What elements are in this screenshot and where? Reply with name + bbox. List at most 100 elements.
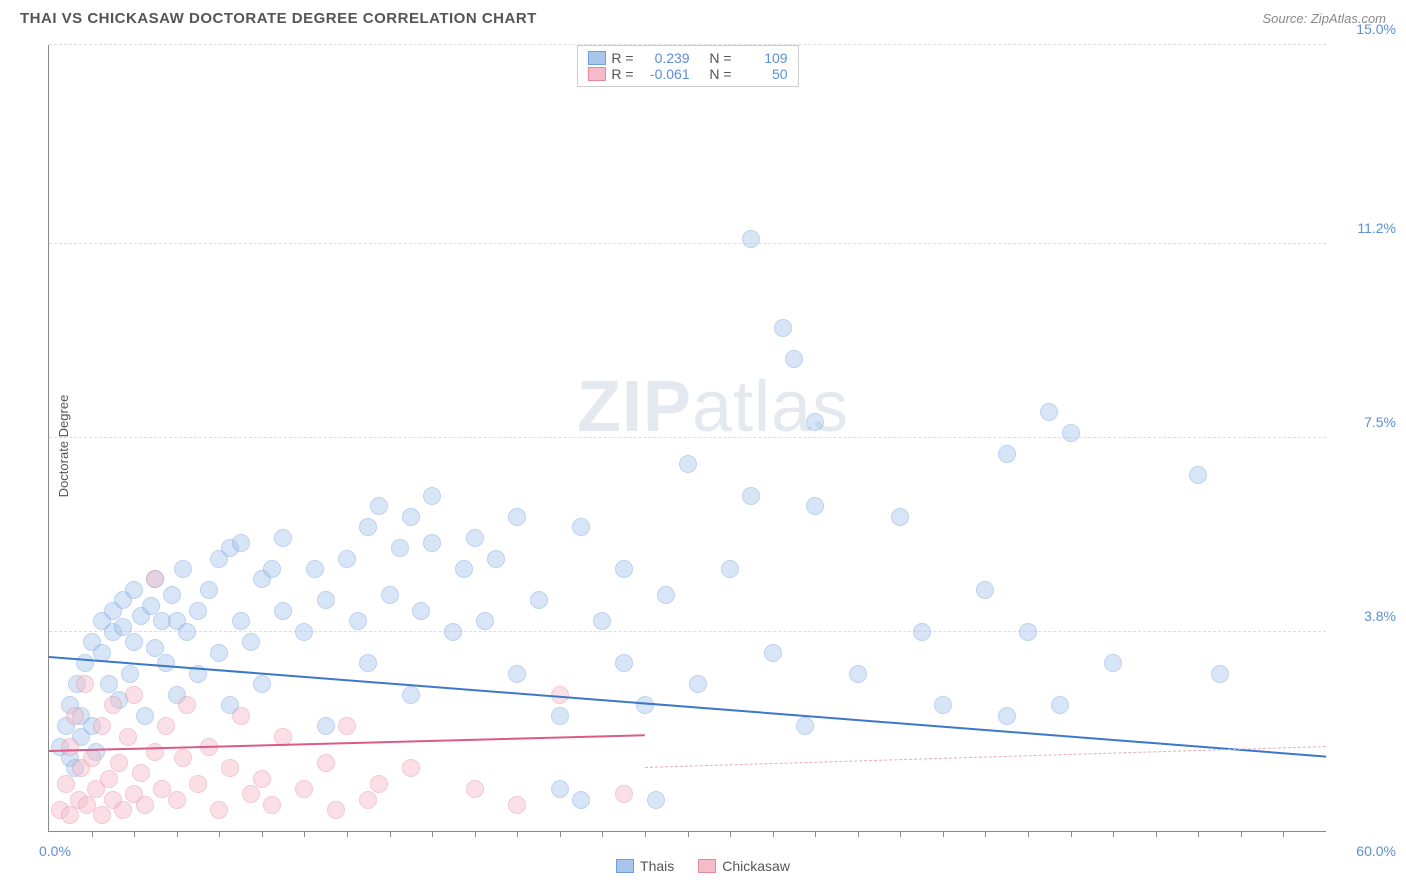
scatter-point xyxy=(253,675,271,693)
scatter-point xyxy=(189,602,207,620)
gridline-h xyxy=(49,243,1326,244)
x-tick xyxy=(560,831,561,837)
watermark: ZIPatlas xyxy=(577,366,849,448)
scatter-point xyxy=(466,780,484,798)
scatter-point xyxy=(338,550,356,568)
scatter-point xyxy=(163,586,181,604)
scatter-point xyxy=(125,633,143,651)
legend-row-chickasaw: R = -0.061 N = 50 xyxy=(587,66,787,82)
scatter-point xyxy=(232,534,250,552)
scatter-point xyxy=(679,455,697,473)
scatter-point xyxy=(221,759,239,777)
scatter-point xyxy=(142,597,160,615)
x-tick xyxy=(475,831,476,837)
legend-correlation-box: R = 0.239 N = 109 R = -0.061 N = 50 xyxy=(576,45,798,87)
gridline-h xyxy=(49,437,1326,438)
scatter-point xyxy=(370,775,388,793)
scatter-point xyxy=(1040,403,1058,421)
scatter-point xyxy=(178,696,196,714)
scatter-point xyxy=(615,654,633,672)
scatter-point xyxy=(146,639,164,657)
scatter-point xyxy=(551,707,569,725)
scatter-point xyxy=(232,707,250,725)
scatter-point xyxy=(785,350,803,368)
scatter-point xyxy=(913,623,931,641)
scatter-point xyxy=(466,529,484,547)
x-tick xyxy=(1198,831,1199,837)
x-tick xyxy=(1241,831,1242,837)
scatter-point xyxy=(157,654,175,672)
scatter-point xyxy=(381,586,399,604)
scatter-point xyxy=(998,707,1016,725)
scatter-point xyxy=(317,754,335,772)
x-tick xyxy=(1071,831,1072,837)
scatter-point xyxy=(647,791,665,809)
scatter-point xyxy=(976,581,994,599)
scatter-point xyxy=(934,696,952,714)
x-tick xyxy=(602,831,603,837)
scatter-point xyxy=(274,602,292,620)
scatter-point xyxy=(157,717,175,735)
y-tick-label: 11.2% xyxy=(1357,220,1396,236)
scatter-point xyxy=(66,707,84,725)
x-tick xyxy=(347,831,348,837)
x-tick xyxy=(219,831,220,837)
y-tick-label: 15.0% xyxy=(1356,21,1396,37)
scatter-point xyxy=(402,508,420,526)
scatter-point xyxy=(742,487,760,505)
scatter-point xyxy=(572,518,590,536)
x-tick xyxy=(1283,831,1284,837)
scatter-point xyxy=(891,508,909,526)
x-tick xyxy=(92,831,93,837)
scatter-point xyxy=(210,644,228,662)
scatter-point xyxy=(83,749,101,767)
scatter-point xyxy=(178,623,196,641)
scatter-point xyxy=(1051,696,1069,714)
scatter-point xyxy=(359,518,377,536)
scatter-point xyxy=(508,796,526,814)
scatter-point xyxy=(125,686,143,704)
scatter-point xyxy=(391,539,409,557)
gridline-h xyxy=(49,631,1326,632)
x-tick xyxy=(1156,831,1157,837)
swatch-thais-icon xyxy=(616,859,634,873)
scatter-point xyxy=(551,780,569,798)
scatter-point xyxy=(57,775,75,793)
scatter-point xyxy=(849,665,867,683)
scatter-point xyxy=(174,560,192,578)
scatter-point xyxy=(412,602,430,620)
scatter-point xyxy=(742,230,760,248)
scatter-point xyxy=(721,560,739,578)
x-tick xyxy=(645,831,646,837)
scatter-point xyxy=(263,560,281,578)
scatter-point xyxy=(274,529,292,547)
scatter-point xyxy=(657,586,675,604)
scatter-point xyxy=(796,717,814,735)
chart-title: THAI VS CHICKASAW DOCTORATE DEGREE CORRE… xyxy=(20,10,537,27)
scatter-point xyxy=(508,665,526,683)
scatter-point xyxy=(774,319,792,337)
scatter-point xyxy=(317,717,335,735)
scatter-point xyxy=(1211,665,1229,683)
scatter-point xyxy=(61,806,79,824)
scatter-point xyxy=(210,801,228,819)
scatter-point xyxy=(764,644,782,662)
scatter-point xyxy=(76,654,94,672)
x-tick xyxy=(304,831,305,837)
scatter-point xyxy=(508,508,526,526)
scatter-point xyxy=(253,770,271,788)
scatter-point xyxy=(110,754,128,772)
scatter-point xyxy=(1104,654,1122,672)
scatter-point xyxy=(136,707,154,725)
scatter-point xyxy=(189,775,207,793)
x-tick xyxy=(858,831,859,837)
chart-plot-area: ZIPatlas R = 0.239 N = 109 R = -0.061 N … xyxy=(48,45,1326,832)
scatter-point xyxy=(232,612,250,630)
scatter-point xyxy=(132,764,150,782)
y-tick-label: 7.5% xyxy=(1364,414,1396,430)
scatter-point xyxy=(998,445,1016,463)
scatter-point xyxy=(93,717,111,735)
scatter-point xyxy=(402,759,420,777)
x-tick xyxy=(262,831,263,837)
scatter-point xyxy=(1062,424,1080,442)
